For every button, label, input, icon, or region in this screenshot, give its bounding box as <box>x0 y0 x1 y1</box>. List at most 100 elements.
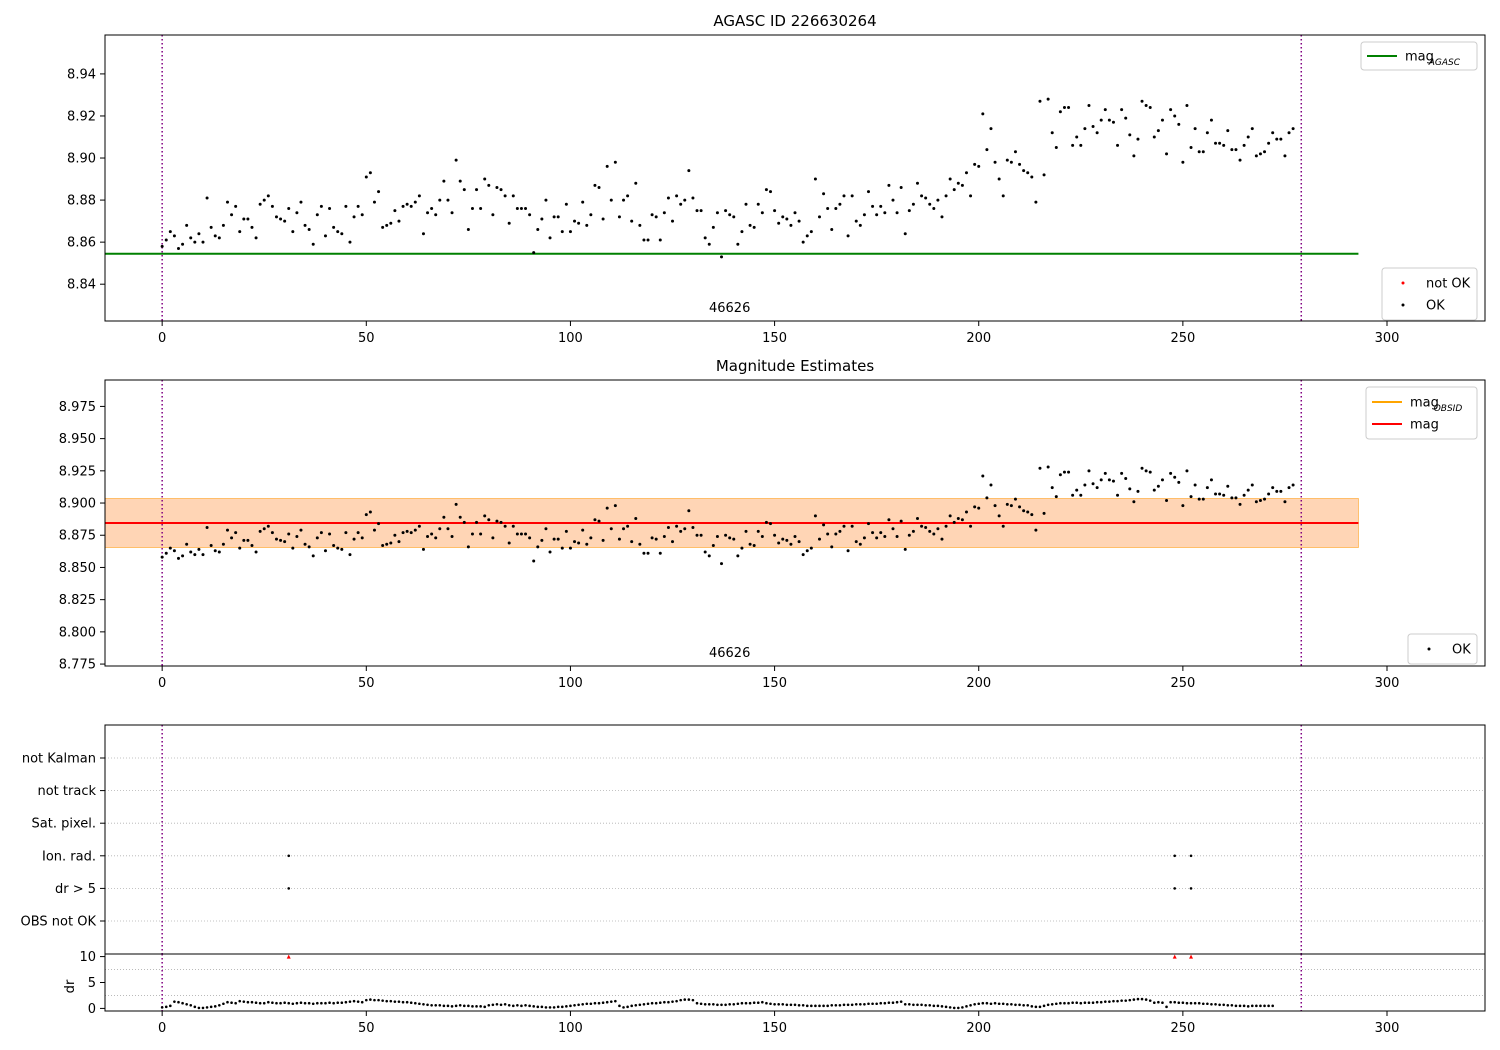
dr-point <box>908 1002 911 1006</box>
data-point-ok <box>671 540 675 544</box>
dr-point <box>1075 1001 1079 1005</box>
data-point-ok <box>279 217 283 221</box>
data-point-ok <box>887 518 891 522</box>
data-point-ok <box>1099 118 1103 122</box>
data-point-ok <box>160 555 164 559</box>
data-point-ok <box>577 221 581 225</box>
data-point-ok <box>536 545 540 549</box>
data-point-ok <box>748 223 752 227</box>
data-point-ok <box>650 213 654 217</box>
data-point-ok <box>1165 498 1169 502</box>
dr-point <box>181 1001 184 1005</box>
dr-point <box>675 999 678 1003</box>
data-point-ok <box>434 536 438 540</box>
dr-point <box>1222 1003 1225 1007</box>
legend-label-subscript: OBSID <box>1434 404 1463 414</box>
dr-point <box>871 1002 874 1006</box>
data-point-ok <box>287 206 291 210</box>
dr-point <box>365 998 368 1002</box>
dr-point <box>258 1001 262 1005</box>
data-point-ok <box>172 549 176 553</box>
dr-point <box>1165 1005 1168 1009</box>
legend-label: OK <box>1426 299 1445 314</box>
data-point-ok <box>866 190 870 194</box>
data-point-ok <box>695 533 699 537</box>
data-point-ok <box>299 200 303 204</box>
dr-point <box>875 1002 878 1006</box>
data-point-ok <box>421 547 425 551</box>
dr-point <box>609 1000 613 1003</box>
legend-label: not OK <box>1426 277 1471 292</box>
dr-point <box>724 1003 727 1007</box>
y-tick-label: 8.925 <box>59 464 96 479</box>
data-point-ok <box>1283 154 1287 158</box>
data-point-ok <box>336 546 340 550</box>
data-point-ok <box>1083 483 1087 487</box>
data-point-ok <box>1156 484 1160 488</box>
dr-point <box>707 1002 711 1006</box>
dr-point <box>936 1004 940 1008</box>
data-point-ok <box>846 234 850 238</box>
dr-point <box>1022 1004 1025 1007</box>
data-point-ok <box>1193 127 1197 131</box>
dr-point <box>209 1005 213 1009</box>
dr-point <box>556 1005 560 1009</box>
data-point-ok <box>732 215 736 219</box>
data-point-ok <box>703 550 707 554</box>
dr-point <box>430 1004 433 1007</box>
dr-point <box>242 1000 246 1003</box>
legend-label: mag <box>1405 50 1434 65</box>
y-tick-label: 10 <box>79 950 96 965</box>
data-point-ok <box>1026 510 1030 514</box>
dr-point <box>475 1005 478 1008</box>
data-point-ok <box>274 215 278 219</box>
data-point-ok <box>715 535 719 539</box>
data-point-ok <box>528 213 532 217</box>
dr-point <box>1083 1001 1087 1005</box>
dr-point <box>295 1001 299 1005</box>
data-point-ok <box>1034 200 1038 204</box>
data-point-ok <box>556 537 560 541</box>
data-point-ok <box>344 204 348 208</box>
dr-point <box>1014 1003 1017 1007</box>
x-tick-label: 300 <box>1375 676 1400 691</box>
data-point-ok <box>524 532 528 536</box>
data-point-ok <box>491 536 495 540</box>
data-point-ok <box>1222 493 1226 497</box>
data-point-ok <box>617 537 621 541</box>
dr-point <box>977 1002 981 1006</box>
dr-point <box>1112 999 1115 1003</box>
data-point-ok <box>552 537 556 541</box>
data-point-ok <box>981 474 985 478</box>
dr-point <box>1250 1004 1254 1008</box>
data-point-ok <box>883 211 887 215</box>
dr-point <box>213 1005 217 1008</box>
data-point-ok <box>360 536 364 540</box>
data-point-ok <box>1214 141 1218 145</box>
data-point-ok <box>1013 150 1017 154</box>
dr-point <box>854 1002 858 1006</box>
data-point-ok <box>842 194 846 198</box>
dr-point <box>1189 1001 1193 1005</box>
data-point-ok <box>225 528 229 532</box>
data-point-ok <box>960 183 964 187</box>
data-point-ok <box>948 177 952 181</box>
data-point-ok <box>997 514 1001 518</box>
legend-label: OK <box>1452 643 1471 658</box>
dr-point <box>1210 1002 1213 1006</box>
dr-point <box>283 1001 286 1005</box>
data-point-ok <box>475 520 479 524</box>
dr-point <box>618 1004 621 1008</box>
data-point-ok <box>385 223 389 227</box>
data-point-ok <box>540 217 544 221</box>
dr-point <box>1263 1004 1266 1008</box>
data-point-ok <box>666 526 670 530</box>
data-point-ok <box>1050 486 1054 490</box>
data-point-ok <box>1022 509 1026 513</box>
x-tick-label: 250 <box>1170 1021 1195 1036</box>
data-point-ok <box>932 206 936 210</box>
dr-point <box>401 1000 405 1004</box>
dr-point <box>687 998 691 1001</box>
data-point-ok <box>1075 135 1079 139</box>
dr-point <box>810 1004 813 1008</box>
